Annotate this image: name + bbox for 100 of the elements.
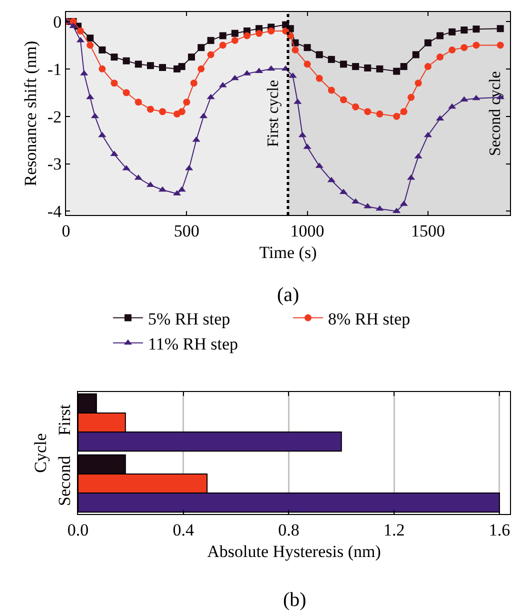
point	[190, 80, 198, 87]
point	[146, 62, 154, 70]
point	[207, 51, 214, 58]
point	[472, 26, 480, 33]
point	[460, 26, 468, 34]
point	[414, 80, 422, 87]
point	[316, 51, 323, 58]
legend-label: 5% RH step	[148, 309, 230, 328]
point	[219, 32, 226, 40]
point	[183, 98, 190, 106]
text: (a)	[277, 284, 300, 306]
point	[255, 68, 264, 74]
x-tick-label: 1.6	[488, 520, 510, 540]
point	[98, 46, 106, 54]
y-tick-label: 0	[53, 12, 62, 32]
point	[243, 32, 250, 40]
point	[231, 30, 238, 37]
text: (b)	[283, 589, 306, 611]
point	[376, 65, 384, 72]
x-tick-label: 0.8	[278, 520, 300, 540]
point	[472, 42, 480, 49]
point	[98, 65, 106, 72]
point	[364, 64, 372, 72]
point	[424, 63, 432, 70]
point	[268, 27, 275, 34]
point	[178, 186, 186, 192]
x-tick-label: 1000	[290, 221, 324, 240]
point	[412, 51, 420, 58]
point	[146, 106, 154, 113]
point	[424, 132, 432, 138]
point	[304, 60, 311, 68]
point	[436, 32, 444, 40]
point	[436, 54, 444, 61]
point	[134, 60, 142, 68]
point	[400, 63, 408, 70]
point	[448, 46, 456, 54]
point	[448, 28, 456, 36]
point	[178, 108, 186, 116]
x-axis-title: Absolute Hysteresis (nm)	[207, 542, 381, 561]
point	[200, 112, 208, 118]
y-tick-label: Second	[55, 455, 74, 506]
point	[110, 150, 118, 156]
point	[98, 132, 106, 138]
point	[86, 94, 94, 100]
y-tick-label: -3	[47, 154, 62, 174]
point	[408, 94, 415, 101]
point	[376, 205, 384, 211]
point	[340, 96, 347, 104]
band-label: Second cycle	[487, 71, 504, 156]
legend-label: 8% RH step	[328, 309, 410, 328]
y-tick-label: First	[55, 404, 74, 436]
y-axis-title: Cycle	[30, 433, 50, 473]
point	[110, 80, 118, 87]
point	[376, 110, 384, 118]
point	[198, 44, 205, 52]
point	[76, 27, 84, 34]
x-tick-label: 500	[174, 221, 200, 240]
y-tick-label: -1	[47, 60, 62, 79]
point	[86, 42, 94, 49]
point	[159, 108, 166, 116]
y-tick-label: -2	[47, 107, 62, 126]
point	[340, 60, 347, 68]
point	[448, 103, 456, 109]
point	[207, 36, 214, 44]
point	[86, 34, 94, 42]
point	[178, 63, 186, 70]
point	[352, 63, 360, 70]
point	[328, 86, 335, 94]
y-axis-title: Resonance shift (nm)	[20, 40, 40, 186]
point	[230, 74, 239, 80]
y-tick-label: -4	[47, 202, 62, 222]
point	[188, 54, 195, 61]
point	[393, 112, 400, 120]
point	[393, 68, 400, 75]
point	[496, 42, 504, 49]
point	[159, 64, 166, 71]
point	[110, 54, 118, 61]
point	[134, 98, 142, 106]
point	[198, 65, 205, 72]
point	[424, 39, 432, 46]
x-tick-label: 1.2	[383, 520, 405, 540]
point	[460, 44, 468, 52]
point	[472, 94, 480, 100]
x-tick-label: 1500	[410, 221, 445, 240]
point	[231, 36, 238, 44]
point	[328, 56, 335, 63]
point	[122, 57, 130, 64]
point	[282, 27, 290, 34]
point	[292, 46, 299, 54]
point	[122, 89, 130, 96]
point	[400, 108, 408, 116]
point	[496, 25, 504, 32]
x-axis-title: Time (s)	[259, 242, 317, 262]
point	[316, 74, 323, 82]
point	[256, 30, 263, 37]
point	[364, 202, 372, 208]
band-label: First cycle	[265, 80, 282, 147]
point	[206, 94, 215, 100]
point	[352, 103, 360, 110]
point	[90, 112, 99, 118]
